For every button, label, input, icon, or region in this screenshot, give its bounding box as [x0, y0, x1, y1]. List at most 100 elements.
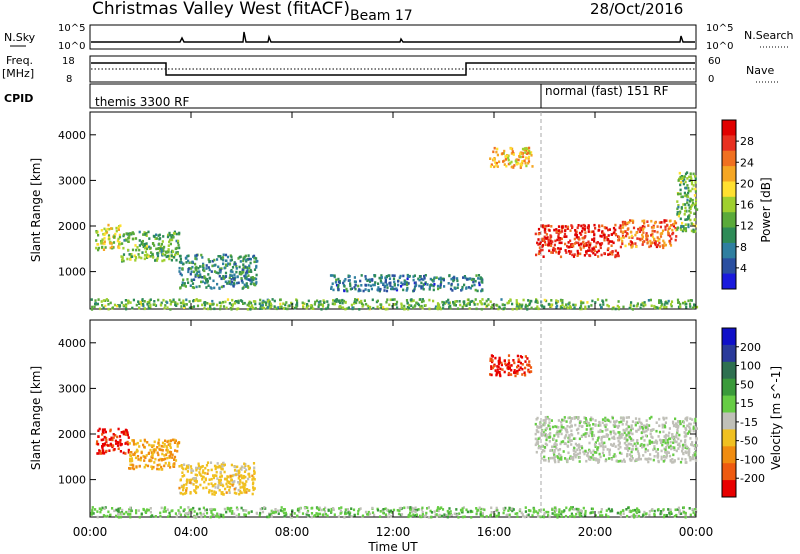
scatter-cell — [318, 508, 321, 512]
scatter-cell — [557, 426, 560, 429]
scatter-cell — [542, 225, 545, 229]
scatter-cell — [511, 307, 514, 311]
scatter-cell — [662, 416, 665, 420]
scatter-cell — [576, 510, 579, 514]
nave-tick-low: 0 — [708, 74, 714, 85]
scatter-cell — [215, 470, 218, 474]
scatter-cell — [545, 434, 548, 437]
scatter-cell — [684, 218, 687, 221]
scatter-cell — [637, 509, 640, 512]
scatter-cell — [691, 187, 694, 191]
scatter-cell — [219, 465, 222, 469]
scatter-cell — [337, 280, 340, 284]
scatter-cell — [633, 515, 636, 519]
scatter-cell — [219, 269, 222, 272]
scatter-cell — [451, 277, 454, 281]
scatter-cell — [406, 287, 409, 291]
scatter-cell — [413, 274, 416, 277]
scatter-cell — [591, 511, 594, 514]
scatter-cell — [367, 288, 370, 292]
scatter-cell — [142, 304, 145, 308]
scatter-cell — [689, 417, 692, 420]
scatter-cell — [109, 428, 112, 432]
scatter-cell — [173, 438, 176, 442]
scatter-cell — [185, 489, 188, 492]
scatter-cell — [378, 289, 381, 293]
scatter-cell — [419, 298, 422, 301]
scatter-cell — [227, 481, 231, 485]
scatter-cell — [600, 438, 603, 441]
scatter-cell — [650, 435, 653, 438]
scatter-cell — [682, 510, 686, 514]
scatter-cell — [599, 514, 602, 517]
scatter-cell — [171, 438, 175, 442]
scatter-cell — [687, 203, 690, 207]
scatter-cell — [494, 356, 497, 360]
scatter-cell — [627, 433, 631, 436]
scatter-cell — [478, 281, 481, 285]
scatter-cell — [119, 443, 122, 447]
scatter-cell — [245, 468, 248, 472]
scatter-cell — [433, 510, 436, 513]
scatter-cell — [161, 449, 164, 452]
scatter-cell — [656, 225, 659, 228]
scatter-cell — [669, 242, 672, 245]
scatter-cell — [617, 424, 621, 428]
scatter-cell — [574, 233, 577, 237]
scatter-cell — [553, 243, 556, 247]
scatter-cell — [218, 481, 221, 485]
scatter-cell — [228, 276, 231, 280]
scatter-cell — [692, 223, 695, 226]
scatter-cell — [155, 237, 159, 240]
scatter-cell — [101, 451, 104, 455]
scatter-cell — [520, 511, 523, 515]
scatter-cell — [163, 245, 166, 249]
scatter-cell — [615, 419, 618, 423]
scatter-cell — [657, 508, 660, 511]
scatter-cell — [594, 514, 597, 517]
scatter-cell — [598, 452, 601, 456]
scatter-cell — [126, 431, 129, 434]
scatter-cell — [492, 158, 495, 161]
scatter-cell — [101, 304, 104, 307]
scatter-cell — [277, 306, 280, 309]
scatter-cell — [414, 510, 417, 513]
scatter-cell — [259, 304, 262, 308]
scatter-cell — [614, 249, 617, 253]
scatter-cell — [388, 510, 391, 514]
scatter-cell — [190, 279, 193, 283]
scatter-cell — [151, 467, 154, 471]
scatter-cell — [641, 235, 644, 239]
scatter-cell — [346, 289, 349, 293]
scatter-cell — [160, 506, 163, 510]
scatter-cell — [558, 238, 561, 242]
scatter-cell — [186, 512, 189, 515]
scatter-cell — [189, 478, 192, 482]
scatter-cell — [241, 300, 244, 303]
scatter-cell — [173, 230, 176, 234]
scatter-cell — [385, 289, 389, 293]
scatter-cell — [267, 306, 270, 309]
scatter-cell — [182, 483, 186, 487]
scatter-cell — [103, 227, 106, 231]
scatter-cell — [646, 241, 649, 245]
scatter-cell — [183, 284, 186, 287]
scatter-cell — [393, 303, 396, 306]
scatter-cell — [438, 277, 441, 281]
scatter-cell — [146, 441, 149, 444]
scatter-cell — [515, 307, 518, 311]
scatter-cell — [553, 248, 556, 251]
scatter-cell — [318, 512, 322, 516]
scatter-cell — [522, 155, 525, 158]
scatter-cell — [440, 506, 443, 509]
scatter-cell — [430, 283, 433, 287]
scatter-cell — [169, 308, 172, 311]
scatter-cell — [310, 306, 313, 309]
scatter-cell — [679, 439, 683, 443]
scatter-cell — [557, 225, 561, 228]
scatter-cell — [242, 259, 245, 263]
scatter-cell — [641, 225, 644, 228]
scatter-cell — [185, 303, 188, 306]
power-y-label: Slant Range [km] — [29, 158, 43, 262]
scatter-cell — [497, 307, 500, 311]
